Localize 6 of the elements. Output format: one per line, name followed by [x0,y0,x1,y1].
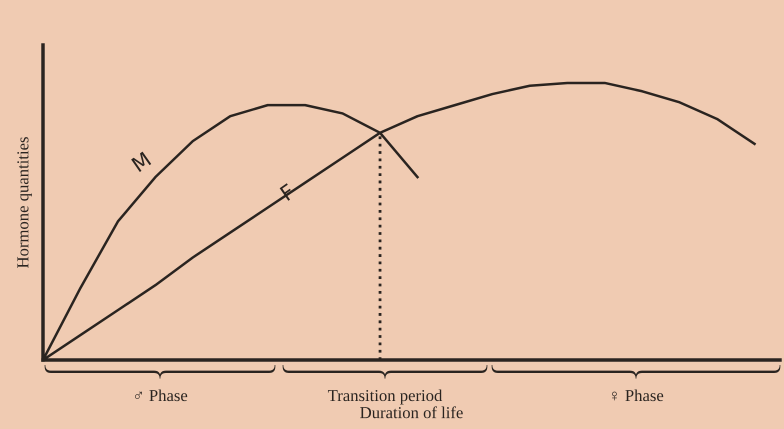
text: M [131,152,152,172]
x-axis-title: Duration of life [360,406,463,418]
text: Transition period [328,389,442,405]
y-axis-title: Hormone quantities [17,137,32,268]
text: ♂ Phase [134,389,188,402]
text: ♀ Phase [612,389,664,402]
